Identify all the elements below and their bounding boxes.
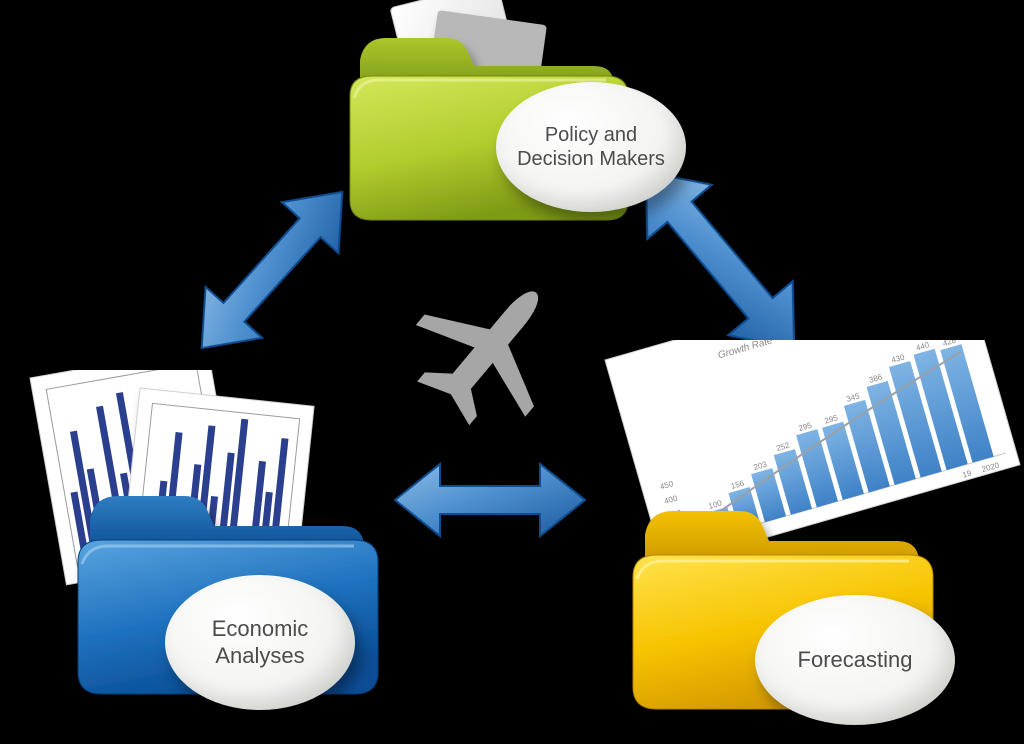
diagram-canvas: Policy andDecision Makers	[0, 0, 1024, 744]
label-policy: Policy andDecision Makers	[496, 82, 686, 212]
label-economic: EconomicAnalyses	[165, 575, 355, 710]
label-forecasting-text: Forecasting	[798, 647, 913, 673]
label-economic-text: EconomicAnalyses	[212, 616, 309, 669]
label-forecasting: Forecasting	[755, 595, 955, 725]
label-policy-text: Policy andDecision Makers	[517, 123, 665, 171]
